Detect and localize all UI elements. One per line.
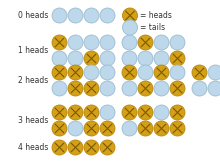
Circle shape xyxy=(170,81,185,96)
Circle shape xyxy=(52,51,67,66)
Circle shape xyxy=(68,8,83,23)
Circle shape xyxy=(84,121,99,136)
Circle shape xyxy=(208,65,220,80)
Circle shape xyxy=(170,65,185,80)
Text: = tails: = tails xyxy=(139,23,165,32)
Text: 2 heads: 2 heads xyxy=(18,76,48,85)
Circle shape xyxy=(100,8,115,23)
Circle shape xyxy=(138,51,153,66)
Circle shape xyxy=(154,35,169,50)
Circle shape xyxy=(84,105,99,120)
Text: 4 heads: 4 heads xyxy=(18,143,48,152)
Circle shape xyxy=(52,105,67,120)
Text: 0 heads: 0 heads xyxy=(18,11,48,20)
Circle shape xyxy=(84,65,99,80)
Circle shape xyxy=(138,35,153,50)
Circle shape xyxy=(68,105,83,120)
Circle shape xyxy=(100,140,115,155)
Circle shape xyxy=(154,81,169,96)
Circle shape xyxy=(170,121,185,136)
Circle shape xyxy=(208,81,220,96)
Circle shape xyxy=(68,121,83,136)
Circle shape xyxy=(68,35,83,50)
Circle shape xyxy=(100,65,115,80)
Circle shape xyxy=(123,20,138,35)
Circle shape xyxy=(100,51,115,66)
Circle shape xyxy=(52,121,67,136)
Circle shape xyxy=(100,81,115,96)
Circle shape xyxy=(84,8,99,23)
Circle shape xyxy=(138,81,153,96)
Circle shape xyxy=(52,8,67,23)
Circle shape xyxy=(84,81,99,96)
Circle shape xyxy=(154,65,169,80)
Circle shape xyxy=(122,65,137,80)
Circle shape xyxy=(123,8,138,23)
Circle shape xyxy=(52,65,67,80)
Circle shape xyxy=(68,81,83,96)
Circle shape xyxy=(154,51,169,66)
Circle shape xyxy=(192,81,207,96)
Circle shape xyxy=(68,51,83,66)
Circle shape xyxy=(192,65,207,80)
Circle shape xyxy=(138,105,153,120)
Circle shape xyxy=(154,121,169,136)
Circle shape xyxy=(100,35,115,50)
Circle shape xyxy=(122,121,137,136)
Circle shape xyxy=(170,105,185,120)
Circle shape xyxy=(122,81,137,96)
Circle shape xyxy=(100,121,115,136)
Circle shape xyxy=(84,140,99,155)
Circle shape xyxy=(122,51,137,66)
Circle shape xyxy=(68,140,83,155)
Circle shape xyxy=(68,65,83,80)
Circle shape xyxy=(52,81,67,96)
Circle shape xyxy=(122,35,137,50)
Text: 3 heads: 3 heads xyxy=(18,116,48,125)
Circle shape xyxy=(170,51,185,66)
Text: = heads: = heads xyxy=(139,11,171,20)
Circle shape xyxy=(52,35,67,50)
Text: 1 heads: 1 heads xyxy=(18,46,48,55)
Circle shape xyxy=(138,121,153,136)
Circle shape xyxy=(84,51,99,66)
Circle shape xyxy=(122,105,137,120)
Circle shape xyxy=(100,105,115,120)
Circle shape xyxy=(154,105,169,120)
Circle shape xyxy=(170,35,185,50)
Circle shape xyxy=(84,35,99,50)
Circle shape xyxy=(52,140,67,155)
Circle shape xyxy=(138,65,153,80)
